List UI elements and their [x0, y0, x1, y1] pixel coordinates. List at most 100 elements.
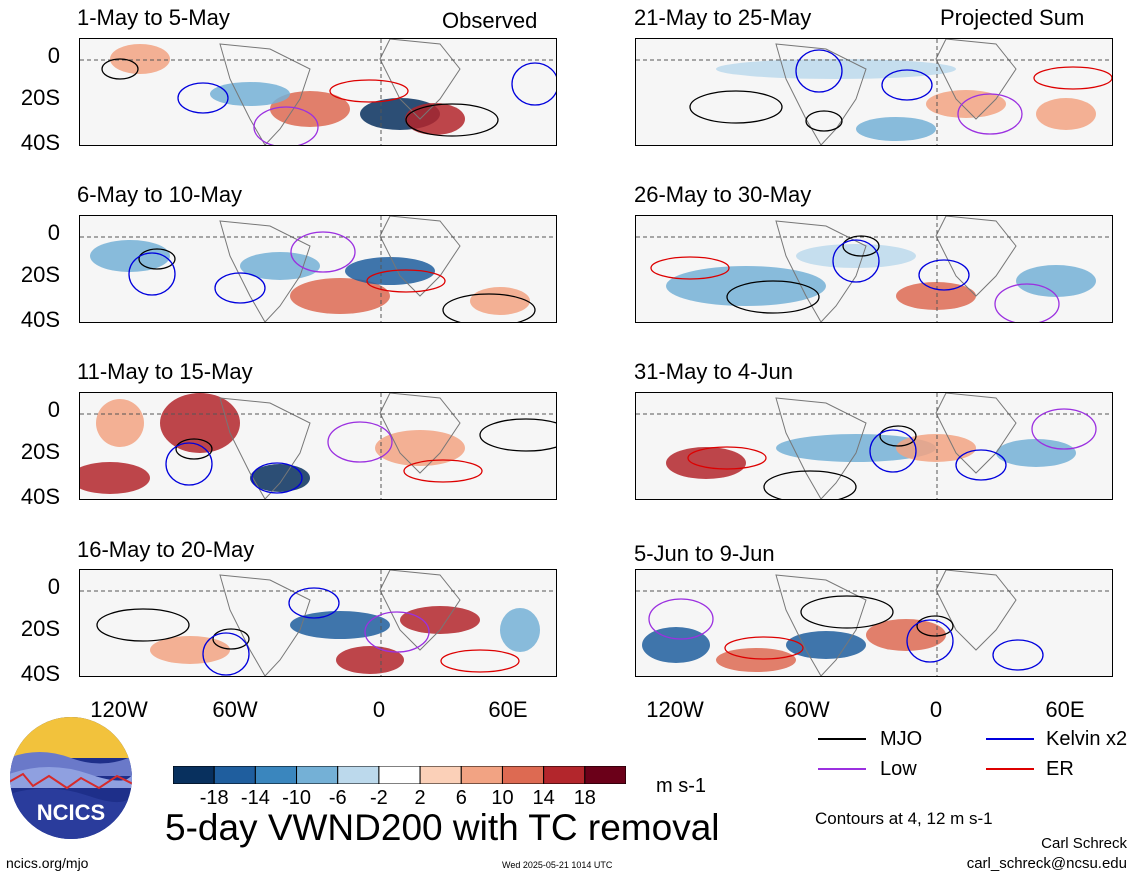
map-field — [80, 216, 556, 322]
contour-line — [650, 256, 730, 280]
legend-line-low — [818, 768, 866, 770]
legend-label-low: Low — [880, 758, 917, 780]
xtick-right-120w: 120W — [646, 697, 704, 722]
contour-line — [957, 93, 1023, 135]
shaded-anomaly — [896, 434, 976, 462]
panel-title-obs-4: 16-May to 20-May — [77, 537, 255, 562]
chart-title: 5-day VWND200 with TC removal — [165, 807, 720, 848]
contour-line — [177, 82, 229, 114]
coastline — [775, 397, 867, 499]
shaded-anomaly — [1016, 265, 1096, 297]
contour-line — [994, 283, 1060, 322]
shaded-anomaly — [210, 82, 290, 106]
contour-line — [881, 69, 933, 101]
ncics-logo: NCICS — [10, 717, 132, 839]
colorbar-box — [296, 766, 339, 784]
shaded-anomaly — [240, 252, 320, 280]
xtick-left-0: 0 — [372, 697, 386, 722]
map-field — [636, 39, 1112, 145]
shaded-anomaly — [90, 240, 170, 272]
shaded-anomaly — [96, 399, 144, 447]
contour-line — [440, 649, 520, 673]
panel-title-obs-3: 11-May to 15-May — [77, 359, 253, 384]
contour-line — [842, 235, 880, 257]
contour-line — [138, 248, 176, 270]
coastline — [219, 574, 311, 676]
colorbar-box — [254, 766, 298, 784]
panel-title-proj-4: 5-Jun to 9-Jun — [634, 541, 775, 566]
colorbar — [173, 766, 626, 784]
contour-line — [511, 62, 556, 106]
map-field — [80, 570, 556, 676]
map-background — [80, 393, 556, 499]
ytick-label: 20S — [20, 439, 60, 464]
contour-line — [687, 446, 767, 470]
contour-line — [726, 280, 820, 314]
author-name: Carl Schreck — [1041, 835, 1127, 852]
coastline — [219, 397, 311, 499]
contour-line — [724, 636, 804, 660]
coastline — [935, 570, 1017, 651]
legend-label-mjo: MJO — [880, 728, 923, 750]
colorbar-box — [213, 766, 256, 784]
contour-line — [214, 272, 266, 304]
contour-line — [165, 442, 213, 486]
colorbar-tick-label: 14 — [532, 787, 555, 809]
contour-line — [212, 628, 250, 650]
contour-line — [916, 615, 954, 637]
shaded-anomaly — [866, 619, 946, 651]
ytick-label: 20S — [20, 616, 60, 641]
contour-line — [101, 58, 139, 80]
shaded-anomaly — [160, 393, 240, 453]
map-panel-proj-2 — [635, 215, 1113, 323]
shaded-anomaly — [500, 608, 540, 652]
coastline — [379, 393, 461, 474]
shaded-anomaly — [150, 636, 230, 664]
shaded-anomaly — [776, 434, 936, 462]
contour-line — [364, 611, 430, 653]
map-panel-proj-3 — [635, 392, 1113, 500]
ytick-label: 20S — [20, 85, 60, 110]
coastline — [935, 393, 1017, 474]
contour-line — [992, 639, 1044, 671]
ytick-label: 40S — [20, 130, 60, 155]
colorbar-box — [584, 766, 626, 784]
xtick-right-60w: 60W — [784, 697, 830, 722]
contour-line — [327, 421, 393, 463]
contour-line — [251, 462, 303, 494]
contour-line — [869, 429, 917, 473]
shaded-anomaly — [405, 103, 465, 135]
colorbar-tick-label: 6 — [455, 787, 467, 809]
svg-text:NCICS: NCICS — [37, 800, 105, 825]
ytick-label: 0 — [47, 220, 60, 245]
contour-line — [689, 90, 783, 124]
shaded-anomaly — [400, 606, 480, 634]
colorbar-tick-label: 10 — [491, 787, 514, 809]
shaded-anomaly — [856, 117, 936, 141]
coastline — [775, 220, 867, 322]
contour-line — [1031, 408, 1097, 450]
colorbar-box — [419, 766, 462, 784]
timestamp: Wed 2025-05-21 1014 UTC — [502, 860, 613, 870]
shaded-anomaly — [926, 90, 1006, 118]
shaded-anomaly — [896, 282, 976, 310]
shaded-anomaly — [666, 266, 826, 306]
map-panel-proj-4 — [635, 569, 1113, 677]
shaded-anomaly — [996, 439, 1076, 467]
units-label: m s-1 — [656, 775, 706, 797]
colorbar-tick-label: 2 — [414, 787, 426, 809]
shaded-anomaly — [270, 91, 350, 127]
contour-line — [288, 587, 340, 619]
contour-line — [832, 239, 880, 283]
panel-title-obs-1: 1-May to 5-May — [77, 5, 230, 30]
colorbar-tick-label: 18 — [573, 787, 596, 809]
map-panel-obs-3 — [79, 392, 557, 500]
coastline — [379, 216, 461, 297]
contour-line — [479, 418, 556, 452]
map-field — [80, 39, 556, 145]
site-link[interactable]: ncics.org/mjo — [6, 855, 89, 871]
shaded-anomaly — [1036, 98, 1096, 130]
shaded-anomaly — [250, 464, 310, 492]
contour-line — [128, 252, 176, 296]
author-email: carl_schreck@ncsu.edu — [966, 855, 1127, 872]
